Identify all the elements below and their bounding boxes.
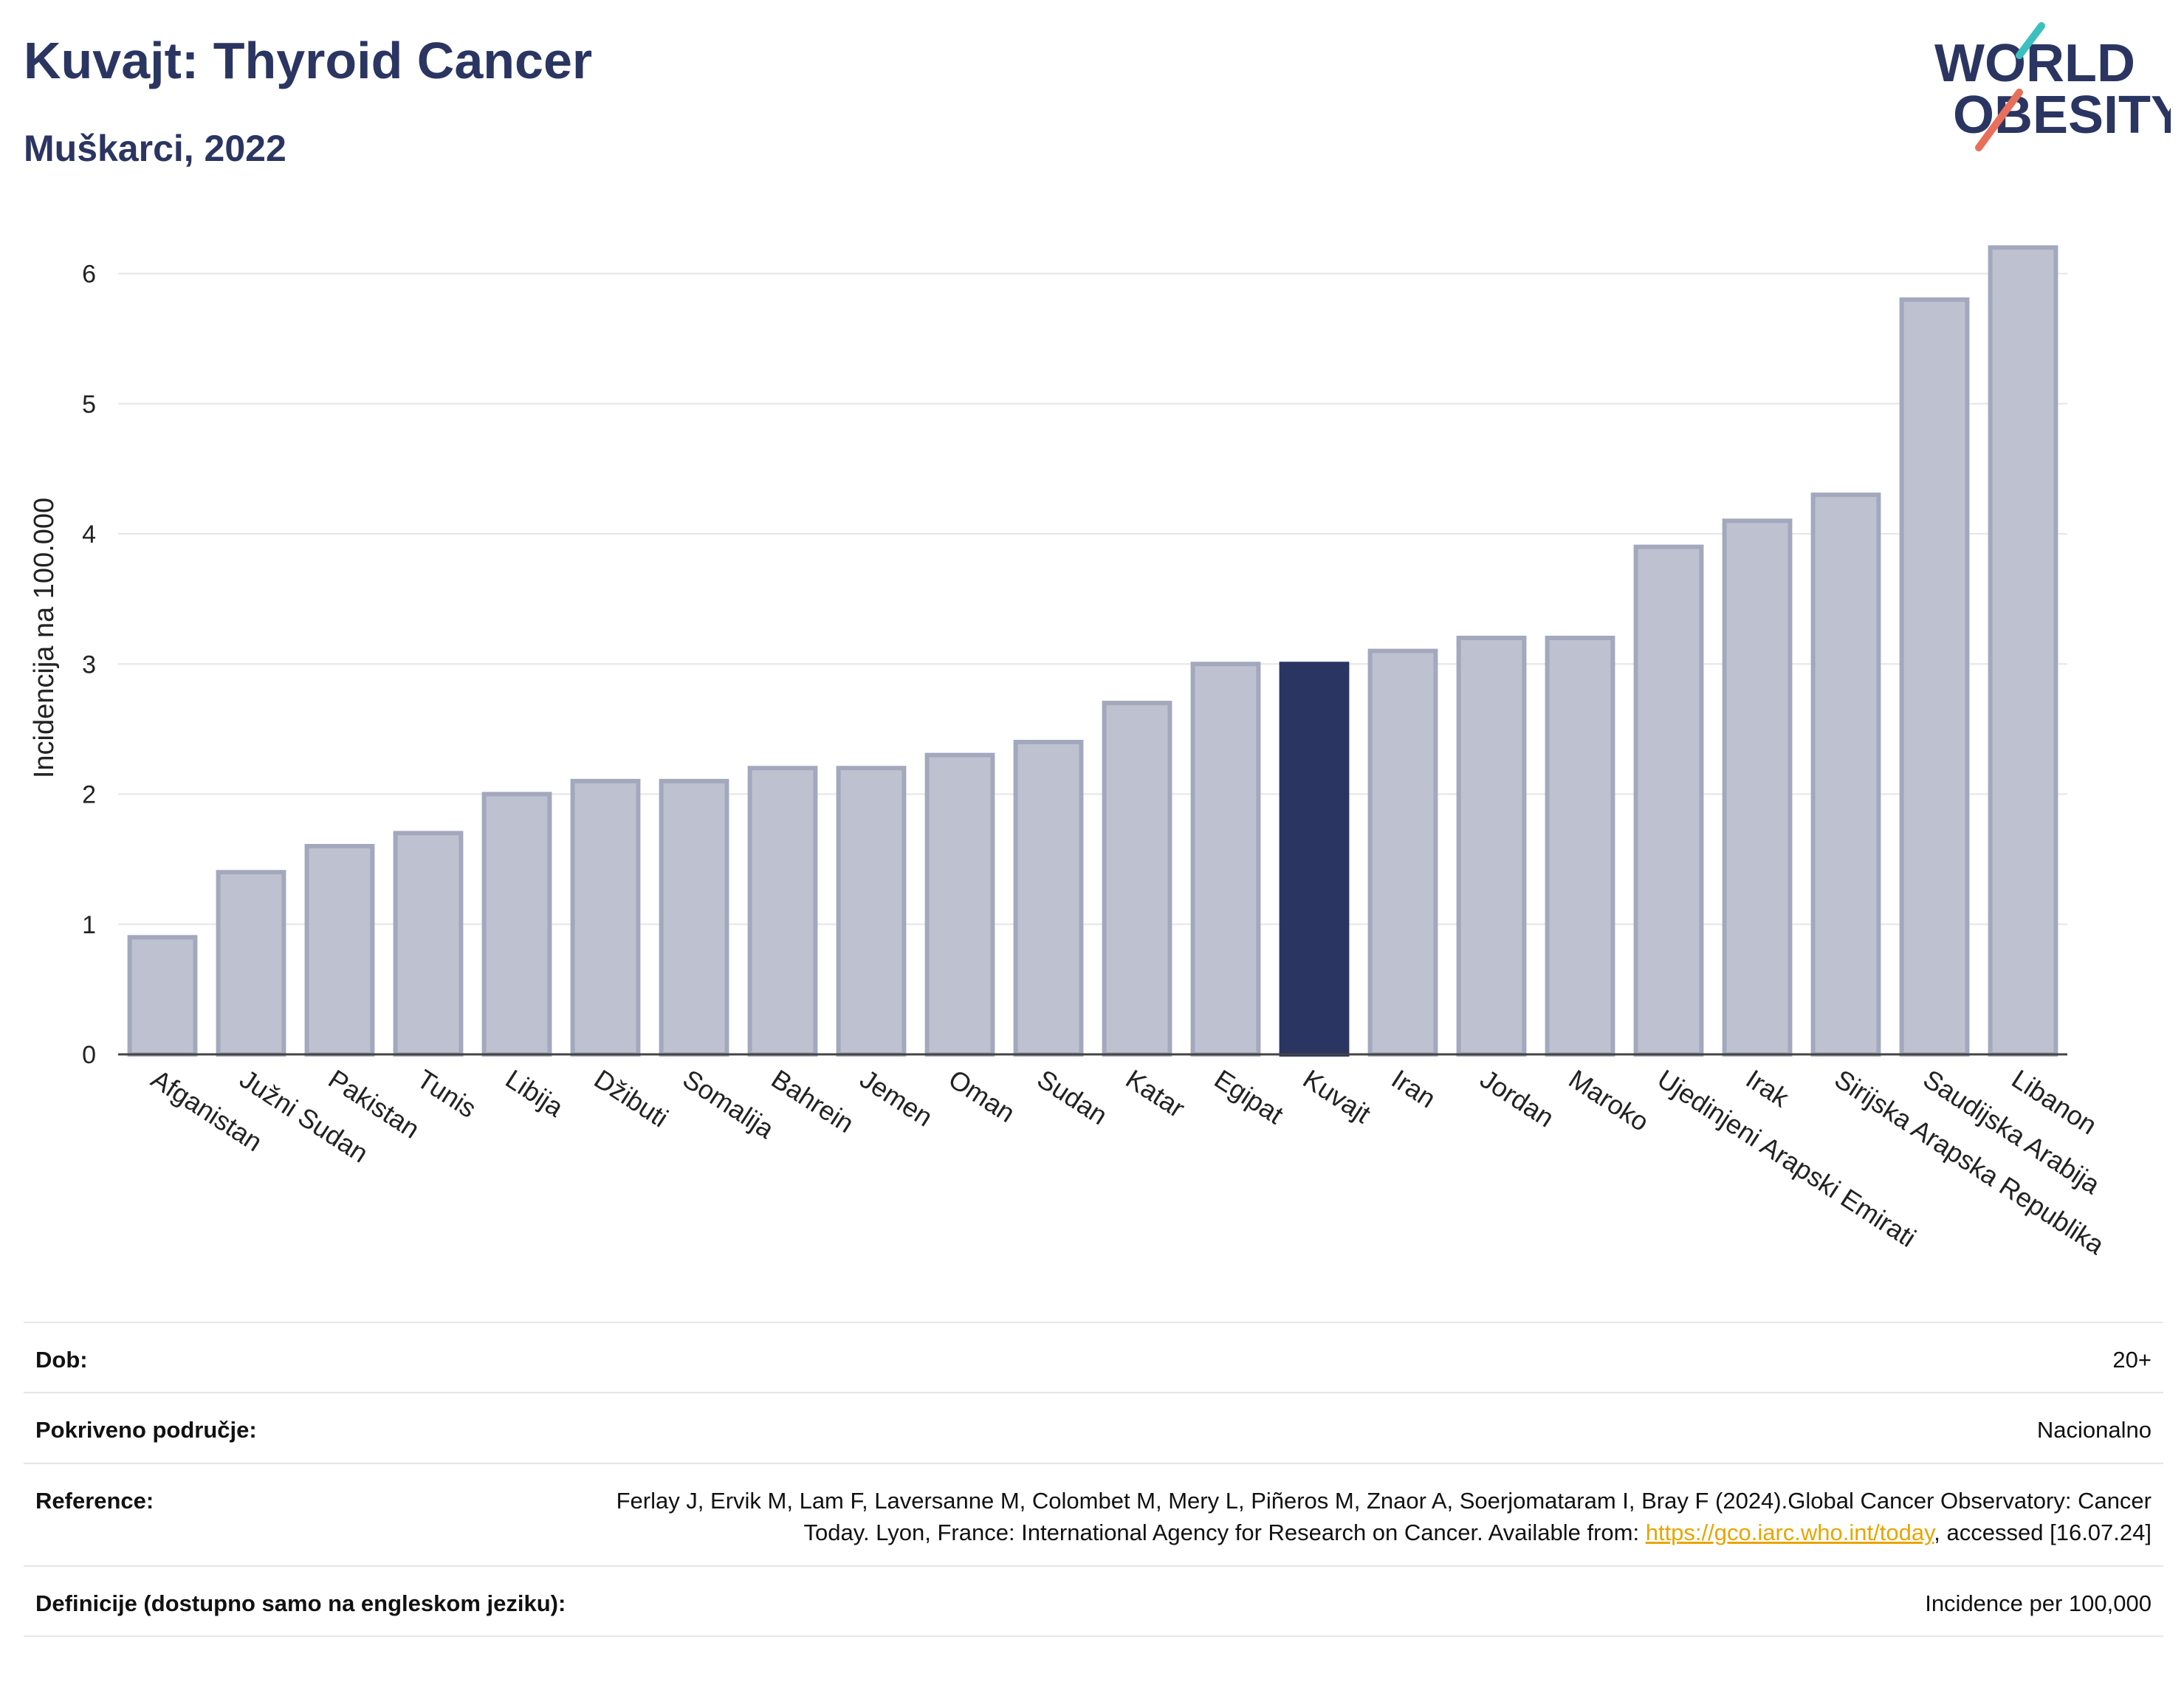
x-tick-label: Sudan (1032, 1063, 1113, 1130)
y-tick-label: 5 (82, 391, 96, 419)
bar (1190, 662, 1261, 1057)
bar (127, 935, 198, 1057)
y-axis-title: Incidencija na 100.000 (29, 498, 60, 778)
page-title: Kuvajt: Thyroid Cancer (24, 32, 593, 89)
x-tick-label: Jemen (855, 1063, 938, 1132)
bar (659, 778, 729, 1057)
bar (1013, 740, 1084, 1057)
reference-text-1: Ferlay J, Ervik M, Lam F, Laversanne M, … (616, 1487, 2152, 1546)
bar (1722, 518, 1793, 1057)
x-tick-label: Jordan (1475, 1063, 1560, 1133)
logo-slash-red (1975, 89, 2023, 151)
bar (1899, 297, 1970, 1057)
reference-text-2: , accessed [16.07.24] (1934, 1520, 2152, 1546)
y-tick-label: 4 (82, 521, 96, 549)
y-tick-label: 2 (82, 781, 96, 809)
definitions-value: Incidence per 100,000 (1925, 1590, 2152, 1616)
age-value: 20+ (2112, 1347, 2152, 1373)
bar (304, 844, 375, 1057)
world-obesity-logo: WORLD OBESITY (1934, 22, 2171, 151)
meta-row-age: Dob: 20+ (24, 1322, 2163, 1392)
x-tick-label: Oman (944, 1063, 1021, 1128)
y-tick-label: 3 (82, 650, 96, 679)
definitions-label: Definicije (dostupno samo na engleskom j… (35, 1590, 566, 1616)
meta-row-reference: Reference: Ferlay J, Ervik M, Lam F, Lav… (24, 1462, 2163, 1565)
x-tick-label: Džibuti (589, 1063, 674, 1133)
x-tick-label: Somalija (678, 1063, 780, 1144)
bar (570, 778, 641, 1057)
logo-line-1: WORLD (1934, 34, 2135, 93)
bar (1102, 701, 1172, 1057)
bar-highlight (1279, 662, 1350, 1057)
x-tick-label: Tunis (412, 1063, 482, 1124)
y-tick-label: 6 (82, 261, 96, 289)
y-tick-label: 0 (82, 1041, 96, 1069)
metadata-table: Dob: 20+ Pokriveno područje: Nacionalno … (24, 1322, 2163, 1637)
bar (393, 831, 464, 1057)
bar (1456, 636, 1527, 1057)
meta-row-definitions: Definicije (dostupno samo na engleskom j… (24, 1565, 2163, 1637)
coverage-label: Pokriveno područje: (35, 1417, 257, 1443)
y-tick-label: 1 (82, 911, 96, 939)
bar (747, 766, 818, 1057)
bar (836, 766, 907, 1057)
meta-row-coverage: Pokriveno područje: Nacionalno (24, 1392, 2163, 1462)
bar (1545, 636, 1615, 1057)
bar (1988, 245, 2058, 1057)
bar (1367, 648, 1438, 1057)
reference-value: Ferlay J, Ervik M, Lam F, Laversanne M, … (601, 1485, 2152, 1549)
reference-link[interactable]: https://gco.iarc.who.int/today (1645, 1520, 1934, 1546)
x-tick-label: Katar (1121, 1063, 1191, 1123)
bar (481, 792, 552, 1057)
x-tick-label: Iran (1387, 1063, 1441, 1113)
x-tick-label: Irak (1741, 1063, 1795, 1113)
x-tick-label: Libija (501, 1063, 570, 1123)
bar (1633, 544, 1704, 1057)
logo-slash-teal (2016, 22, 2045, 59)
page-subtitle: Muškarci, 2022 (24, 128, 286, 169)
coverage-value: Nacionalno (2036, 1417, 2152, 1443)
bar (924, 752, 995, 1057)
reference-label: Reference: (35, 1487, 154, 1514)
x-tick-label: Kuvajt (1298, 1063, 1376, 1129)
bar (1810, 492, 1881, 1057)
bar (216, 870, 286, 1057)
age-label: Dob: (35, 1347, 88, 1373)
x-tick-label: Egipat (1209, 1063, 1289, 1130)
x-tick-label: Maroko (1564, 1063, 1655, 1137)
x-tick-label: Bahrein (766, 1063, 859, 1139)
